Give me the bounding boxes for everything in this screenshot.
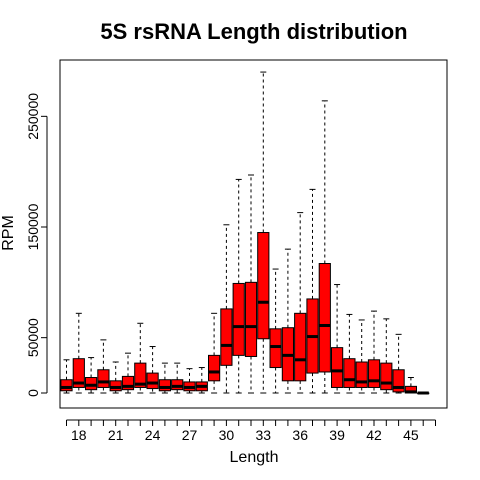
box-24: [146, 346, 159, 394]
box-iqr: [72, 358, 85, 388]
box-iqr: [158, 379, 172, 392]
box-iqr: [146, 372, 159, 390]
y-axis-label: RPM: [0, 215, 17, 251]
box-iqr: [294, 312, 307, 382]
box-17: [60, 359, 73, 394]
box-iqr: [97, 369, 110, 388]
box-21: [109, 361, 122, 394]
box-iqr: [355, 361, 368, 388]
box-iqr: [220, 308, 233, 366]
box-iqr: [60, 379, 73, 392]
x-tick-label: 30: [219, 427, 235, 443]
box-28: [195, 367, 208, 394]
box-iqr: [367, 359, 381, 388]
box-45: [404, 377, 417, 394]
x-tick-label: 36: [292, 427, 308, 443]
box-iqr: [318, 263, 331, 373]
box-32: [244, 174, 258, 394]
x-tick-label: 45: [403, 427, 419, 443]
box-iqr: [392, 369, 405, 393]
box-27: [183, 368, 196, 394]
x-axis-label: Length: [230, 449, 279, 466]
box-40: [343, 313, 356, 394]
x-tick-label: 42: [366, 427, 382, 443]
x-tick-label: 39: [329, 427, 345, 443]
box-23: [134, 322, 147, 394]
y-tick-label: 0: [25, 389, 41, 397]
box-iqr: [257, 232, 270, 340]
box-iqr: [331, 347, 344, 388]
y-tick-label: 150000: [25, 203, 41, 250]
x-tick-label: 27: [182, 427, 198, 443]
x-axis: 18 21 24 27 30 33 36 39 42 45: [66, 419, 436, 443]
plot-frame: [59, 59, 448, 409]
box-43: [380, 318, 393, 394]
box-41: [355, 319, 368, 394]
x-tick-label: 18: [71, 427, 87, 443]
box-25: [158, 362, 172, 394]
box-iqr: [171, 379, 184, 391]
box-30: [220, 224, 233, 394]
box-iqr: [380, 362, 393, 391]
box-42: [367, 310, 381, 394]
box-iqr: [343, 358, 356, 388]
box-39: [331, 284, 344, 394]
box-iqr: [121, 375, 135, 391]
box-34: [269, 268, 282, 394]
x-tick-label: 21: [108, 427, 124, 443]
y-tick-label: 250000: [25, 93, 41, 140]
box-iqr: [109, 380, 122, 392]
box-iqr: [134, 362, 147, 388]
x-tick-label: 33: [256, 427, 272, 443]
box-iqr: [244, 281, 258, 357]
box-26: [171, 362, 184, 394]
box-iqr: [208, 354, 221, 382]
y-axis: 0 50000 150000 250000: [25, 93, 48, 397]
box-22: [121, 352, 135, 394]
box-31: [232, 178, 245, 394]
box-20: [97, 339, 110, 394]
box-29: [208, 312, 221, 394]
y-tick-label: 50000: [25, 318, 41, 357]
box-44: [392, 333, 405, 394]
x-tick-label: 24: [145, 427, 161, 443]
box-19: [85, 357, 98, 394]
box-iqr: [85, 377, 98, 391]
box-35: [281, 248, 294, 394]
box-18: [72, 312, 85, 394]
box-group: [60, 71, 430, 395]
chart-title: 5S rsRNA Length distribution: [100, 19, 407, 44]
box-33: [257, 71, 270, 394]
box-iqr: [269, 328, 282, 369]
box-iqr: [232, 282, 245, 356]
box-38: [318, 100, 331, 394]
box-46: [417, 391, 430, 395]
box-36: [294, 212, 307, 394]
box-37: [306, 188, 319, 394]
